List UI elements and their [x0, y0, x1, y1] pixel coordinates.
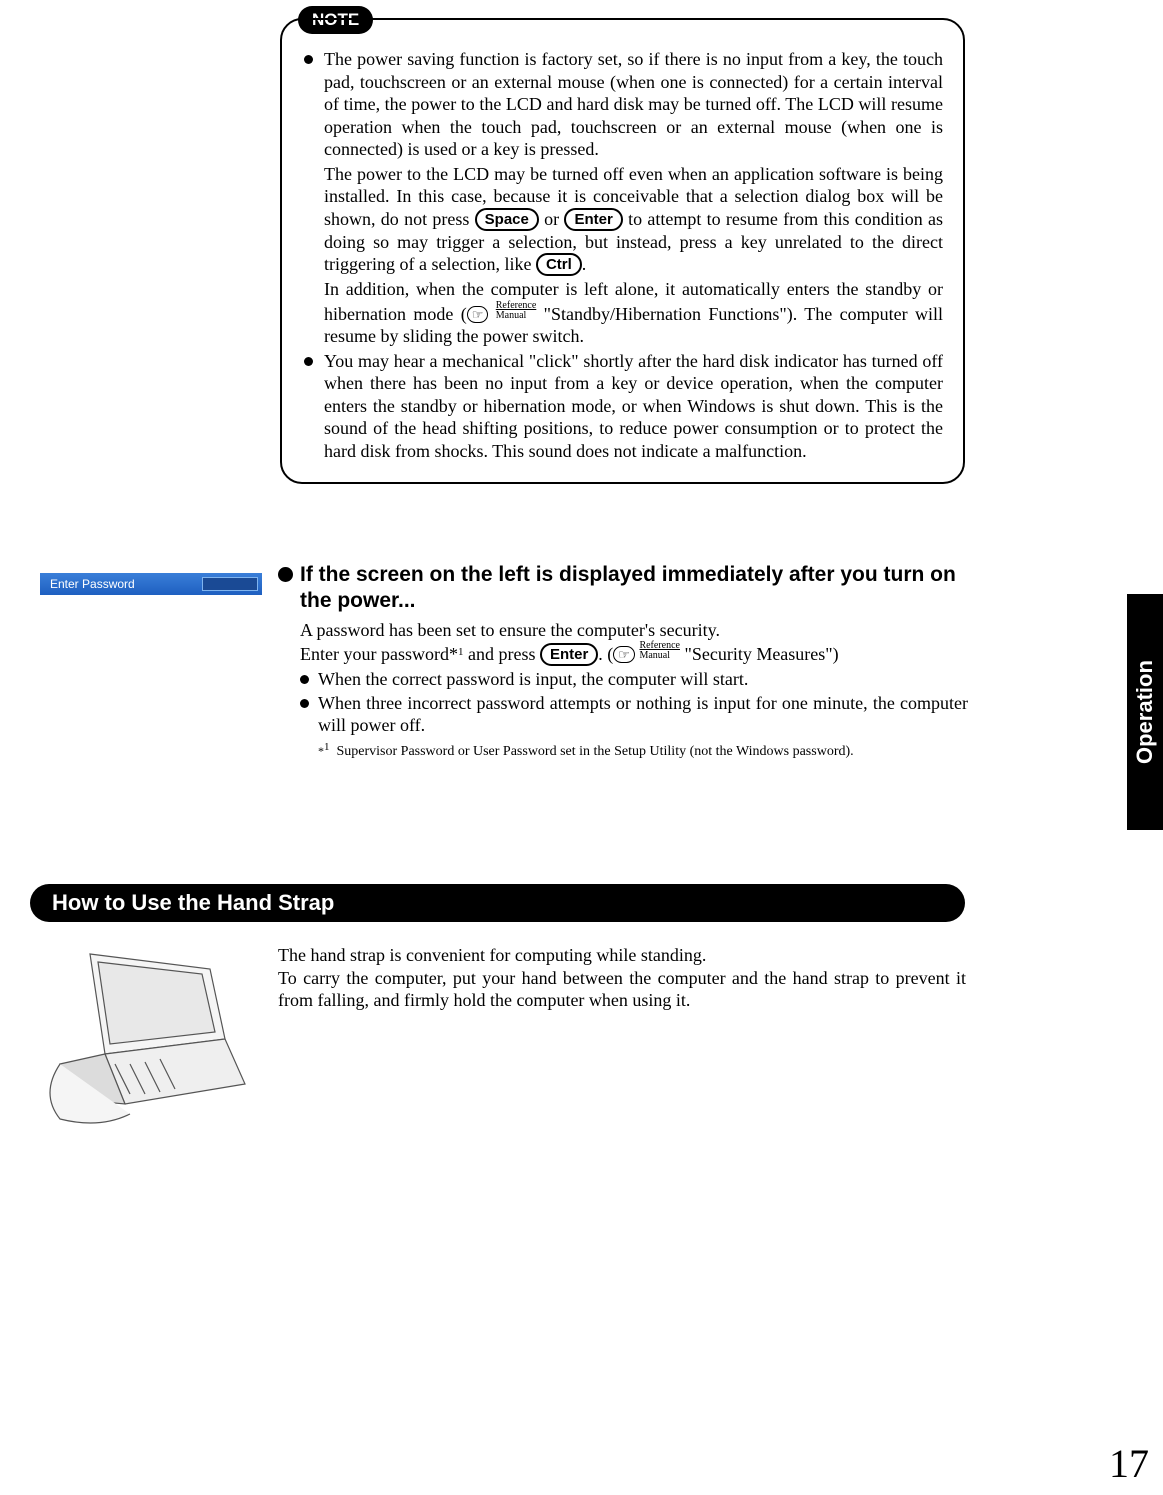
note-item-1a-text: The power saving function is factory set…: [324, 49, 943, 159]
page: NOTE The power saving function is factor…: [0, 0, 1163, 1495]
password-body: A password has been set to ensure the co…: [300, 619, 968, 761]
footnote-marker: *1: [318, 744, 330, 758]
note-item-1b: The power to the LCD may be turned off e…: [324, 163, 943, 277]
key-enter: Enter: [564, 208, 622, 231]
key-enter-2: Enter: [540, 643, 598, 666]
password-prompt-label: Enter Password: [50, 577, 135, 591]
handstrap-heading: How to Use the Hand Strap: [30, 884, 965, 922]
pw-line2-mid: and press: [463, 644, 539, 664]
footnote-text: Supervisor Password or User Password set…: [337, 744, 854, 759]
side-tab-operation: Operation: [1127, 594, 1163, 830]
password-footnote: *1 Supervisor Password or User Password …: [318, 741, 968, 761]
pointer-icon-2: ☞: [613, 646, 635, 663]
note-item-2: You may hear a mechanical "click" shortl…: [302, 350, 943, 463]
note-1b-end: .: [582, 254, 587, 274]
note-list: The power saving function is factory set…: [302, 48, 943, 462]
handstrap-body: The hand strap is convenient for computi…: [278, 944, 966, 1012]
reference-manual-icon: ReferenceManual: [496, 301, 537, 321]
password-bullet-2-text: When three incorrect password attempts o…: [318, 693, 968, 736]
pw-line2-pre: Enter your password*: [300, 644, 458, 664]
note-1b-or: or: [539, 209, 565, 229]
password-section: If the screen on the left is displayed i…: [278, 562, 968, 760]
password-prompt-bar: Enter Password: [40, 573, 262, 595]
laptop-handstrap-illustration: [30, 944, 255, 1134]
password-prompt-field: [202, 577, 258, 591]
pointer-icon: ☞: [467, 306, 489, 323]
pw-line2-post1: . (: [598, 644, 613, 664]
page-number: 17: [1109, 1440, 1149, 1487]
password-bullets: When the correct password is input, the …: [300, 668, 968, 737]
handstrap-line2: To carry the computer, put your hand bet…: [278, 967, 966, 1012]
key-space: Space: [475, 208, 539, 231]
password-bullet-2: When three incorrect password attempts o…: [300, 692, 968, 737]
password-line2: Enter your password*1 and press Enter. (…: [300, 641, 968, 666]
reference-manual-icon-2: ReferenceManual: [639, 641, 680, 661]
note-item-1: The power saving function is factory set…: [302, 48, 943, 348]
password-bullet-1: When the correct password is input, the …: [300, 668, 968, 691]
note-box: The power saving function is factory set…: [280, 18, 965, 484]
note-item-2-text: You may hear a mechanical "click" shortl…: [324, 351, 943, 461]
note-item-1c: In addition, when the computer is left a…: [324, 278, 943, 348]
handstrap-line1: The hand strap is convenient for computi…: [278, 944, 966, 967]
password-heading: If the screen on the left is displayed i…: [278, 562, 968, 615]
key-ctrl: Ctrl: [536, 253, 582, 276]
pw-line2-quote: "Security Measures"): [680, 644, 839, 664]
password-line1: A password has been set to ensure the co…: [300, 619, 968, 642]
password-bullet-1-text: When the correct password is input, the …: [318, 669, 748, 689]
